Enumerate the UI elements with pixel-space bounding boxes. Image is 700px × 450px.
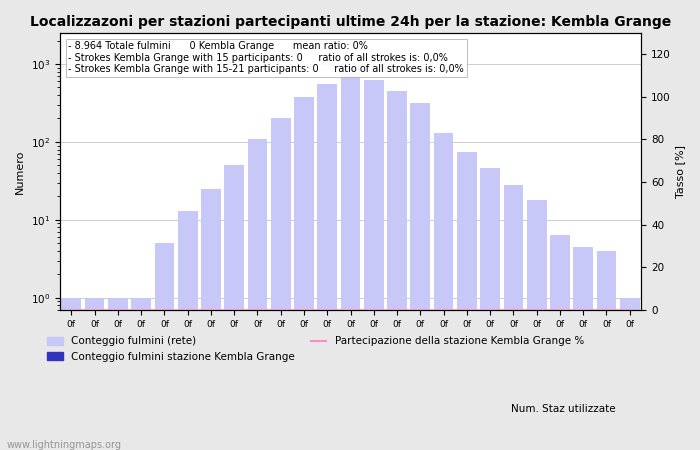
Text: - 8.964 Totale fulmini      0 Kembla Grange      mean ratio: 0%
- Strokes Kembla: - 8.964 Totale fulmini 0 Kembla Grange m… [69, 41, 464, 74]
Text: www.lightningmaps.org: www.lightningmaps.org [7, 440, 122, 450]
Bar [457, 152, 477, 450]
Bar [271, 118, 290, 450]
Bar [573, 247, 593, 450]
Bar [364, 80, 384, 450]
Bar [132, 298, 151, 450]
Bar [596, 251, 617, 450]
Bar [155, 243, 174, 450]
Bar [201, 189, 220, 450]
Bar [108, 298, 128, 450]
Bar [294, 97, 314, 450]
Bar [620, 298, 640, 450]
Legend: Conteggio fulmini (rete), Conteggio fulmini stazione Kembla Grange, Partecipazio: Conteggio fulmini (rete), Conteggio fulm… [43, 332, 588, 366]
Bar [550, 234, 570, 450]
Bar [503, 185, 524, 450]
Bar [178, 211, 197, 450]
Text: Num. Staz utilizzate: Num. Staz utilizzate [511, 404, 615, 414]
Bar [527, 200, 547, 450]
Bar [224, 166, 244, 450]
Bar [480, 167, 500, 450]
Y-axis label: Numero: Numero [15, 149, 25, 194]
Bar [85, 298, 104, 450]
Bar [434, 133, 454, 450]
Bar [317, 84, 337, 450]
Bar [341, 66, 360, 450]
Title: Localizzazoni per stazioni partecipanti ultime 24h per la stazione: Kembla Grang: Localizzazoni per stazioni partecipanti … [30, 15, 671, 29]
Y-axis label: Tasso [%]: Tasso [%] [675, 145, 685, 198]
Bar [410, 103, 430, 450]
Bar [248, 139, 267, 450]
Bar [62, 298, 81, 450]
Bar [387, 91, 407, 450]
